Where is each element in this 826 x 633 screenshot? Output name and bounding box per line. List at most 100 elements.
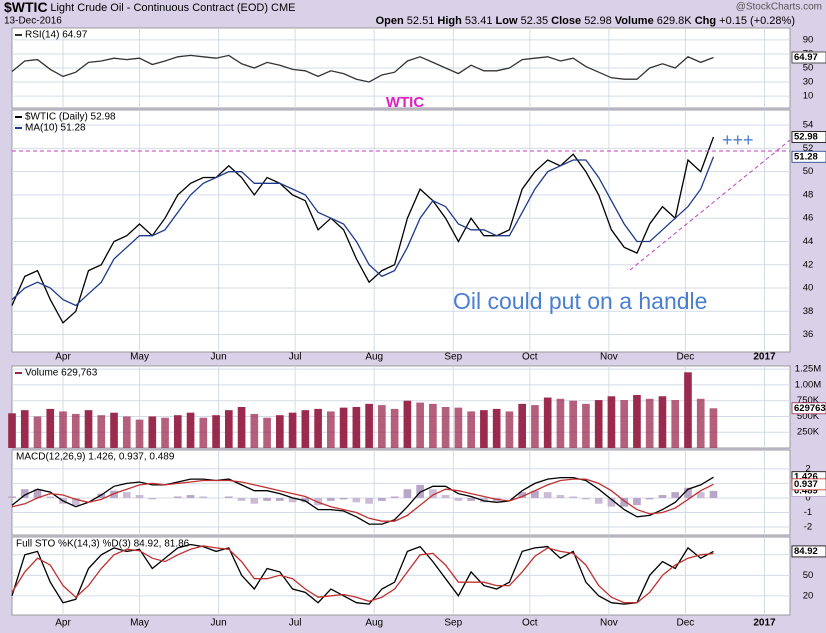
x-tick-label: 2017 <box>753 618 776 629</box>
bar <box>454 497 463 501</box>
line <box>11 543 714 605</box>
bar <box>97 493 106 498</box>
bar <box>148 416 157 448</box>
bar <box>531 405 539 448</box>
bar <box>263 417 271 448</box>
legend-label: RSI(14) 64.97 <box>25 30 88 41</box>
bar <box>441 407 450 448</box>
bar <box>390 496 399 498</box>
bar <box>441 495 450 498</box>
x-tick-label: Apr <box>55 618 71 629</box>
line <box>11 478 714 522</box>
legend-label: Volume 629,763 <box>25 368 98 379</box>
y-tick-label: -2 <box>804 522 812 533</box>
quote-value: 629.8K <box>657 15 693 27</box>
bar <box>620 497 629 507</box>
bar <box>301 410 310 448</box>
panel-label: MACD(12,26,9) 1.426, 0.937, 0.489 <box>16 452 175 463</box>
bar <box>186 495 195 498</box>
bar <box>645 398 654 448</box>
bar <box>33 416 42 448</box>
bar <box>8 496 16 498</box>
value-tag-label: 629763 <box>794 403 826 414</box>
bar <box>467 411 475 448</box>
bar <box>71 497 80 506</box>
bar <box>684 487 692 498</box>
panel <box>11 536 791 616</box>
bar <box>582 497 590 500</box>
bar <box>122 416 131 448</box>
value-tag <box>791 402 826 415</box>
quote-value: +0.15 (+0.28%) <box>719 15 795 27</box>
x-tick-label: Jul <box>289 618 302 629</box>
value-tag-label: 1.426 <box>794 472 818 483</box>
bar <box>582 403 590 448</box>
bar <box>645 497 654 500</box>
bar <box>327 411 335 448</box>
bar <box>199 417 208 448</box>
bar <box>224 410 233 448</box>
bar <box>339 407 348 448</box>
bar <box>46 496 55 498</box>
y-tick-label: 30 <box>803 77 814 88</box>
bar <box>173 415 182 448</box>
bar <box>148 497 157 500</box>
y-tick-label: 50 <box>803 570 814 581</box>
bar <box>556 398 565 448</box>
instrument-name: Light Crude Oil - Continuous Contract (E… <box>50 2 295 14</box>
value-tag-label: 52.98 <box>794 132 818 143</box>
panel <box>11 109 791 353</box>
quote-label: High <box>437 15 462 27</box>
bar <box>327 497 335 501</box>
y-tick-label: 44 <box>803 236 814 247</box>
y-tick-label: 38 <box>803 306 814 317</box>
bar <box>33 489 42 498</box>
bar <box>173 496 182 498</box>
y-tick-label: 50 <box>803 63 814 74</box>
y-tick-label: 52 <box>803 143 814 154</box>
x-tick-label: Dec <box>677 618 695 629</box>
bar <box>199 496 208 498</box>
line <box>11 476 714 525</box>
bar <box>454 407 463 448</box>
panels: 1030507090RSI(14) 64.9764.97363840424446… <box>8 27 826 629</box>
bar <box>250 497 259 504</box>
value-tag-label: 0.489 <box>794 485 818 496</box>
bar <box>352 407 361 448</box>
bar <box>122 492 131 498</box>
panel-label: Full STO %K(14,3) %D(3) 84.92, 81.86 <box>16 539 190 550</box>
bar <box>607 396 616 448</box>
bar <box>250 413 259 448</box>
bar <box>492 408 501 448</box>
value-tag-label: 0.937 <box>794 479 818 490</box>
y-tick-label: 1.25M <box>795 364 821 375</box>
bar <box>429 403 437 448</box>
bar <box>46 408 55 448</box>
bar <box>633 497 641 506</box>
bar <box>110 490 118 498</box>
x-tick-label: Jun <box>211 618 227 629</box>
y-tick-label: 54 <box>803 120 814 131</box>
bar <box>212 415 220 448</box>
line <box>11 136 715 324</box>
value-tag-label: 64.97 <box>794 52 818 63</box>
x-tick-label: Jul <box>289 352 302 363</box>
trend-line <box>629 139 791 271</box>
value-tag <box>791 150 826 163</box>
bar <box>339 497 348 500</box>
bar <box>97 415 106 448</box>
x-tick-label: Oct <box>522 618 538 629</box>
source: @StockCharts.com <box>736 2 822 13</box>
x-tick-label: Aug <box>365 618 383 629</box>
bar <box>543 492 552 498</box>
bar <box>365 403 373 448</box>
y-tick-label: 42 <box>803 259 814 270</box>
value-tag-label: 51.28 <box>794 151 818 162</box>
y-tick-label: 90 <box>803 34 814 45</box>
value-tag <box>791 478 826 491</box>
y-tick-label: 0 <box>805 492 810 503</box>
bar <box>20 489 29 498</box>
x-tick-label: Sep <box>444 618 462 629</box>
bar <box>237 407 246 448</box>
y-tick-label: 2 <box>805 463 810 474</box>
